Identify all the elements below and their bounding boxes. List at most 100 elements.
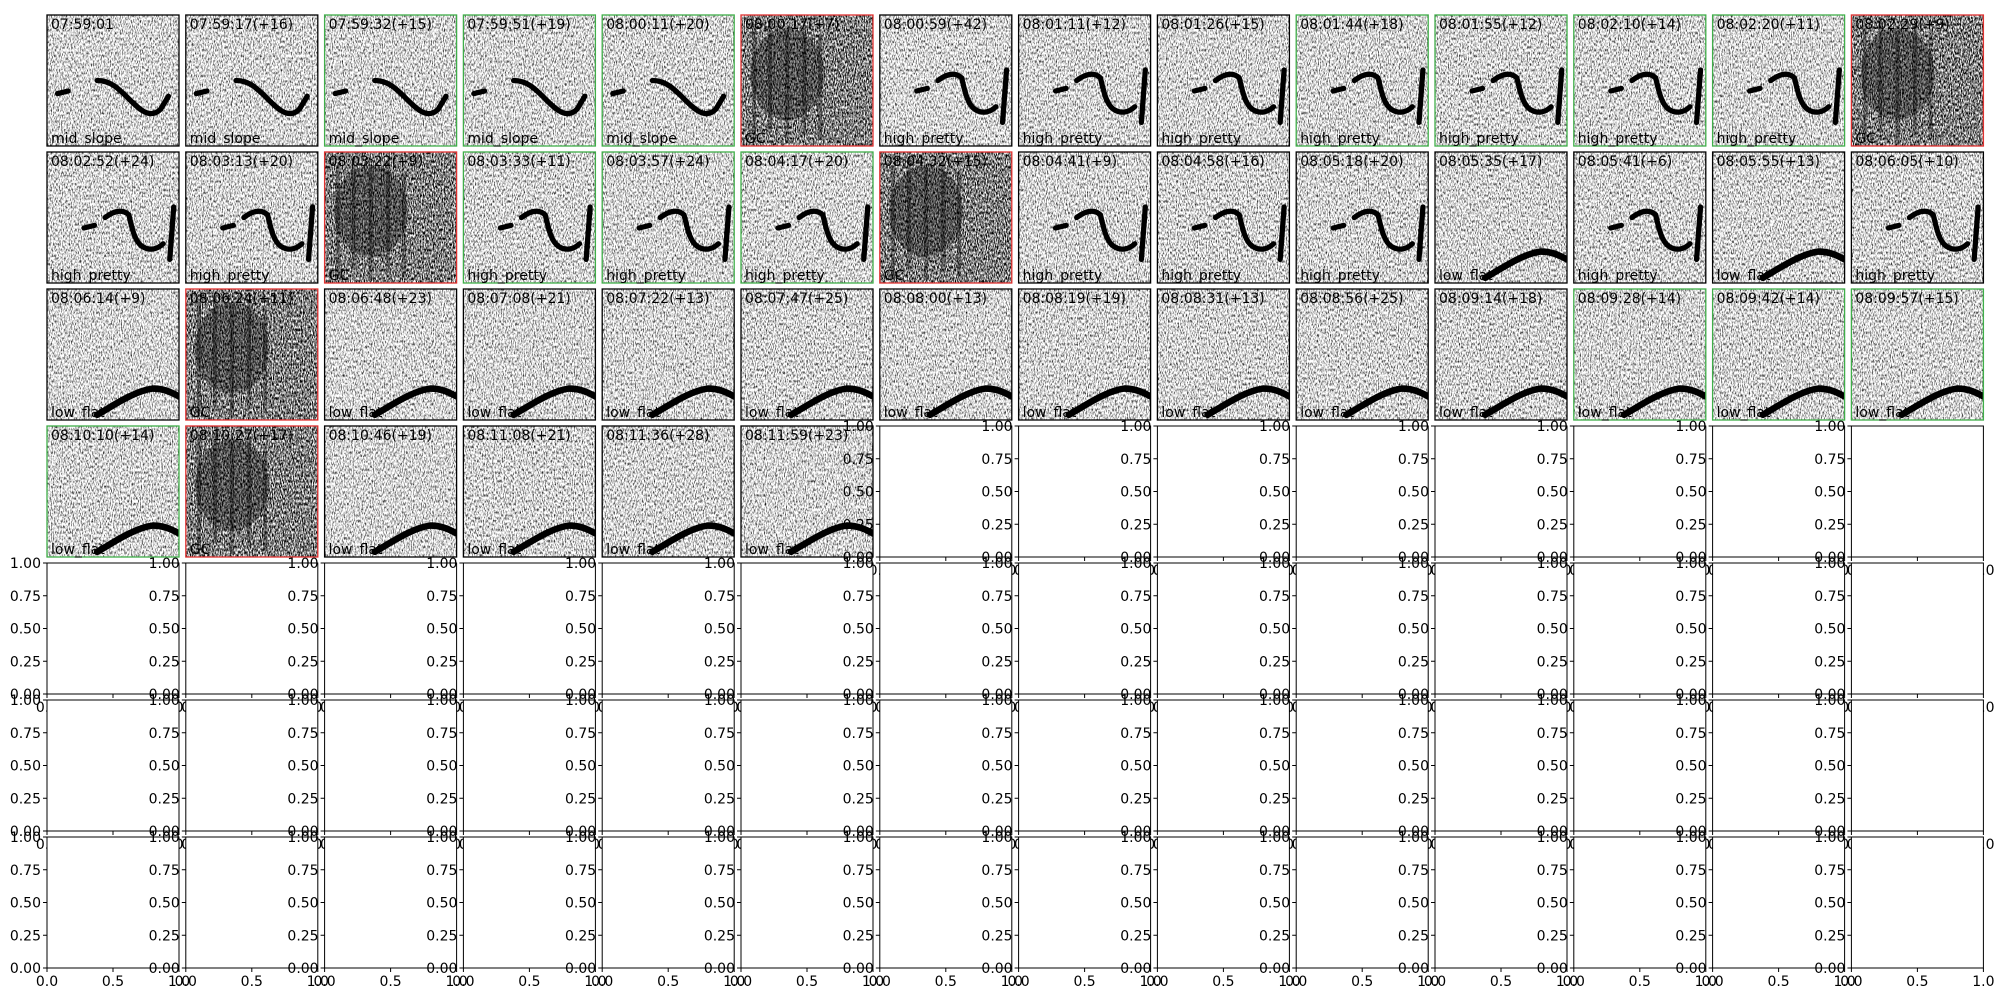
y-tick-label: 1.00 (1259, 556, 1290, 572)
y-tick-label: 0.00 (1537, 550, 1568, 566)
y-tick-label: 0.00 (843, 687, 874, 703)
panel-border (1017, 14, 1152, 147)
noise (602, 152, 735, 283)
y-tick-label: 0.75 (10, 726, 41, 742)
y-tick-label: 0.50 (1814, 759, 1845, 775)
y-tick-label: 0.75 (1537, 863, 1568, 879)
y-tick-label: 1.00 (1675, 556, 1706, 572)
y-tick-label: 0.00 (981, 824, 1012, 840)
panel-label: high_pretty (884, 131, 964, 147)
panel-border (1711, 288, 1846, 421)
y-tick-label: 1.00 (843, 556, 874, 572)
x-tick-label: 0.5 (796, 974, 818, 990)
y-tick-label: 0.25 (1120, 517, 1151, 533)
spectrogram-image (1712, 289, 1845, 420)
spectrogram-panel: 07:59:01 mid_slope (46, 14, 180, 147)
panel-title: 08:06:24(+11) (190, 291, 293, 307)
panel-border (462, 425, 597, 558)
y-tick-label: 0.50 (10, 759, 41, 775)
spectrogram-panel: 08:10:27(+17) GC (185, 425, 319, 558)
y-tick-label: 0.50 (1120, 896, 1151, 912)
spectrogram-image (741, 426, 873, 557)
spectrogram-panel: 07:59:51(+19) mid_slope (462, 14, 597, 147)
noise (879, 15, 1012, 146)
noise (602, 426, 735, 557)
panel-title: 08:08:19(+19) (1023, 291, 1126, 307)
y-tick-label: 0.75 (843, 452, 874, 468)
y-tick-label: 0.75 (287, 863, 318, 879)
panel-border (601, 288, 735, 421)
y-tick-label: 0.75 (1120, 863, 1151, 879)
y-tick-label: 0.25 (10, 654, 41, 670)
axes-frame (1850, 699, 1984, 832)
y-tick-label: 1.00 (426, 693, 457, 709)
y-tick-label: 0.50 (149, 622, 180, 638)
y-tick-label: 0.75 (149, 726, 180, 742)
panel-title: 07:59:51(+19) (467, 17, 570, 33)
panel-title: 08:09:57(+15) (1855, 291, 1958, 307)
empty-axes: 0.000.250.500.751.000.00.51.0 (426, 556, 606, 716)
panel-label: mid_slope (51, 131, 122, 147)
spectrogram-image (1435, 15, 1567, 146)
y-tick-label: 1.00 (1814, 830, 1845, 846)
panel-label: high_pretty (51, 268, 131, 284)
panel-border (46, 151, 180, 284)
x-tick-label: 0.5 (1490, 974, 1512, 990)
noise (463, 289, 596, 420)
y-tick-label: 1.00 (565, 693, 596, 709)
panel-title: 08:05:18(+20) (1300, 154, 1403, 170)
panel-label: low_flat (745, 405, 799, 421)
y-tick-label: 0.00 (426, 961, 457, 977)
y-tick-label: 1.00 (287, 830, 318, 846)
panel-border (1017, 288, 1152, 421)
y-tick-label: 1.00 (1259, 830, 1290, 846)
spectrogram-image (1157, 15, 1290, 146)
x-tick-label: 0.0 (1424, 974, 1446, 990)
panel-title: 08:00:11(+20) (606, 17, 709, 33)
noise (1712, 289, 1845, 420)
y-tick-label: 0.75 (426, 863, 457, 879)
axes-frame (1712, 836, 1846, 969)
panel-border (740, 425, 874, 558)
y-tick-label: 0.50 (843, 485, 874, 501)
panel-title: 08:11:08(+21) (467, 428, 570, 444)
panel-title: 08:07:08(+21) (467, 291, 570, 307)
empty-axes: 0.000.250.500.751.000.00.51.0 (565, 693, 745, 853)
noise (47, 15, 179, 146)
panel-label: high_pretty (1717, 131, 1797, 147)
axes-frame (1434, 836, 1568, 969)
panel-title: 08:06:14(+9) (51, 291, 145, 307)
axes-frame (185, 699, 319, 832)
y-tick-label: 0.50 (1259, 485, 1290, 501)
y-tick-label: 0.00 (1814, 824, 1845, 840)
y-tick-label: 0.25 (426, 654, 457, 670)
y-tick-label: 0.25 (843, 654, 874, 670)
axes-frame (1434, 425, 1568, 558)
y-tick-label: 0.00 (843, 961, 874, 977)
x-tick-label: 1.0 (1556, 974, 1578, 990)
y-tick-label: 0.25 (843, 517, 874, 533)
y-tick-label: 0.25 (565, 791, 596, 807)
panel-border (601, 425, 735, 558)
panel-border (1711, 151, 1846, 284)
y-tick-label: 0.25 (149, 654, 180, 670)
panel-title: 08:04:58(+16) (1161, 154, 1264, 170)
y-tick-label: 0.75 (1675, 726, 1706, 742)
noise (47, 426, 179, 557)
panel-border (1156, 151, 1291, 284)
y-tick-label: 0.50 (1675, 759, 1706, 775)
y-tick-label: 0.50 (1398, 896, 1429, 912)
spectrogram-image (47, 152, 179, 283)
x-tick-label: 0.0 (869, 974, 891, 990)
axes-frame (1712, 562, 1846, 695)
x-tick-label: 1.0 (584, 974, 606, 990)
spectrogram-image (1435, 152, 1567, 283)
y-tick-label: 0.75 (1398, 589, 1429, 605)
spectrogram-panel: 07:59:32(+15) mid_slope (323, 14, 458, 147)
spectrogram-panel: 08:02:52(+24) high_pretty (46, 151, 180, 284)
panel-title: 08:01:44(+18) (1300, 17, 1403, 33)
spectrogram-image (602, 426, 735, 557)
